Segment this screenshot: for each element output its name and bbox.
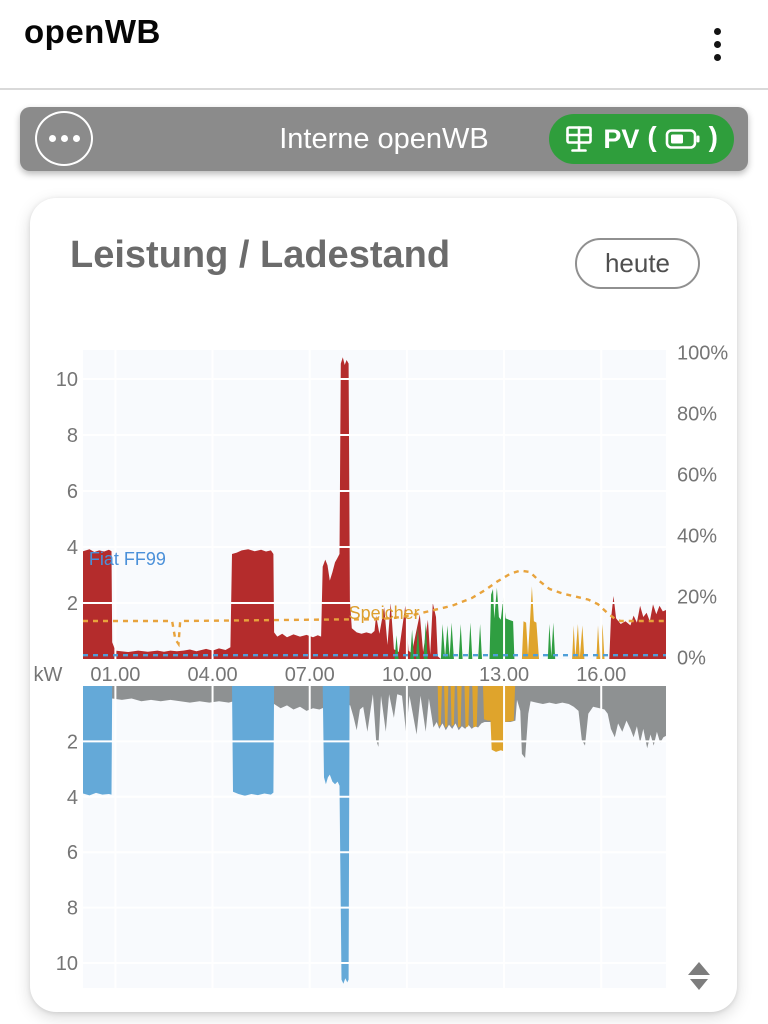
solar-panel-icon <box>566 126 593 152</box>
chargepoint-bar: Interne openWB PV ( ) <box>20 107 748 171</box>
battery-icon <box>665 129 700 149</box>
svg-text:2: 2 <box>67 593 78 615</box>
arrow-up-icon <box>688 962 710 975</box>
paren-close: ) <box>708 121 718 152</box>
svg-text:0%: 0% <box>677 648 706 670</box>
svg-text:2: 2 <box>67 731 78 753</box>
svg-text:16.00: 16.00 <box>576 664 626 686</box>
app-header: openWB <box>0 0 768 90</box>
svg-text:10.00: 10.00 <box>382 664 432 686</box>
chargepoint-settings-button[interactable] <box>35 111 93 166</box>
svg-text:07.00: 07.00 <box>285 664 335 686</box>
svg-text:kW: kW <box>34 664 63 686</box>
svg-text:01.00: 01.00 <box>90 664 140 686</box>
svg-text:80%: 80% <box>677 403 717 425</box>
power-soc-card: Leistung / Ladestand heute 2 4 6 8 10 2 4 6 8 10 1… <box>30 198 737 1012</box>
date-range-button[interactable]: heute <box>575 238 700 289</box>
svg-text:20%: 20% <box>677 587 717 609</box>
kebab-menu-button[interactable] <box>704 19 730 69</box>
svg-text:10: 10 <box>56 369 78 391</box>
svg-text:40%: 40% <box>677 525 717 547</box>
chart-scale-toggle-button[interactable] <box>686 960 712 992</box>
svg-text:8: 8 <box>67 898 78 920</box>
svg-text:6: 6 <box>67 842 78 864</box>
card-title: Leistung / Ladestand <box>70 234 451 276</box>
svg-text:60%: 60% <box>677 464 717 486</box>
charge-mode-badge[interactable]: PV ( ) <box>549 114 734 164</box>
arrow-down-icon <box>690 979 708 990</box>
svg-text:10: 10 <box>56 953 78 975</box>
svg-text:Fiat FF99: Fiat FF99 <box>89 549 166 569</box>
svg-text:Speicher: Speicher <box>349 603 420 623</box>
chargepoint-name: Interne openWB <box>279 122 489 155</box>
paren-open: ( <box>647 121 657 152</box>
svg-text:6: 6 <box>67 481 78 503</box>
svg-text:13.00: 13.00 <box>479 664 529 686</box>
svg-text:4: 4 <box>67 787 78 809</box>
svg-text:100%: 100% <box>677 342 728 364</box>
svg-text:4: 4 <box>67 537 78 559</box>
power-soc-chart[interactable]: 2 4 6 8 10 2 4 6 8 10 100% 80% 60% 40% 20% 0% 01.00 04.00… <box>30 330 737 1012</box>
svg-text:8: 8 <box>67 425 78 447</box>
svg-text:04.00: 04.00 <box>188 664 238 686</box>
app-title: openWB <box>24 13 161 50</box>
charge-mode-label: PV <box>603 123 640 154</box>
